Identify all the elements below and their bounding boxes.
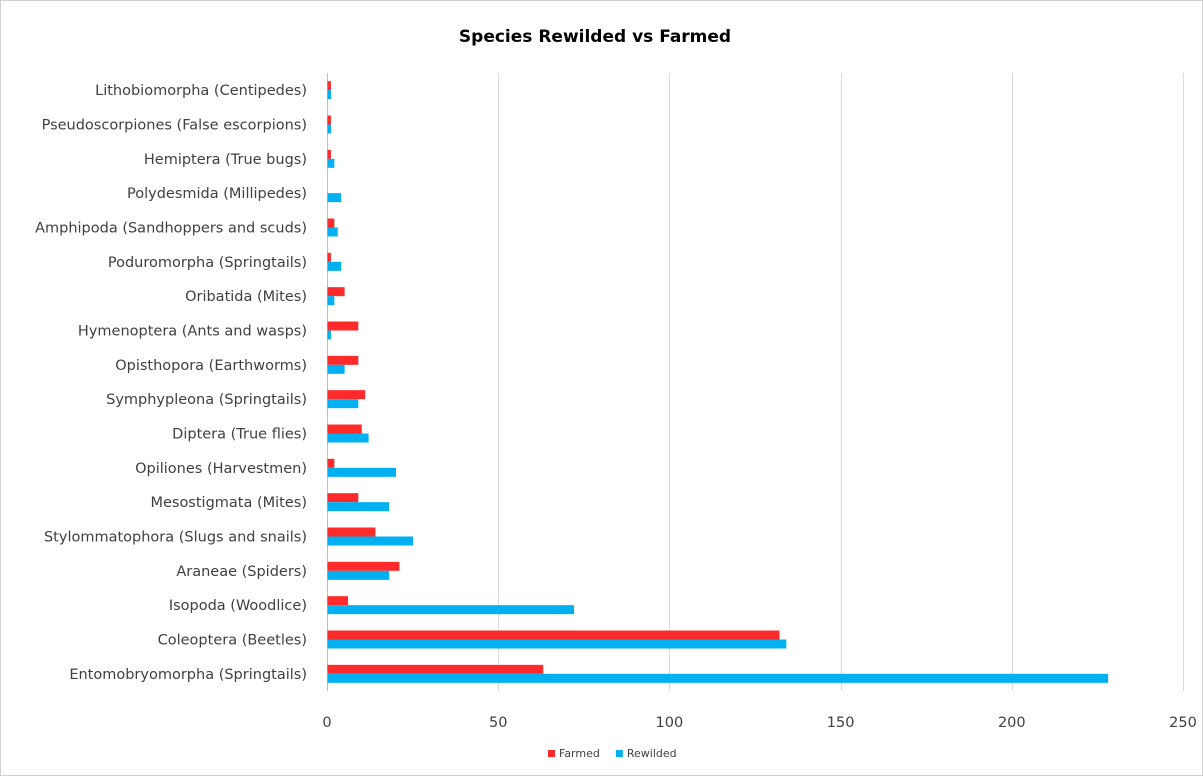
bar-farmed: [327, 218, 335, 228]
category-label: Oribatida (Mites): [185, 289, 307, 305]
category-label: Opisthopora (Earthworms): [115, 358, 307, 374]
x-tick-label: 0: [322, 715, 331, 731]
bar-farmed: [327, 630, 780, 640]
legend: Farmed Rewilded: [548, 747, 677, 760]
category-label: Polydesmida (Millipedes): [127, 186, 307, 202]
bar-rewilded: [327, 467, 396, 477]
x-tick-label: 200: [998, 715, 1026, 731]
bar-rewilded: [327, 399, 359, 409]
bar-rewilded: [327, 673, 1109, 683]
category-label: Hemiptera (True bugs): [144, 152, 307, 168]
bar-farmed: [327, 493, 359, 503]
category-label: Hymenoptera (Ants and wasps): [78, 324, 307, 340]
legend-swatch-rewilded: [615, 750, 623, 757]
bar-rewilded: [327, 502, 390, 512]
category-label: Symphypleona (Springtails): [106, 392, 307, 408]
x-tick-label: 100: [656, 715, 684, 731]
bar-rewilded: [327, 639, 787, 649]
bar-farmed: [327, 527, 376, 537]
bar-farmed: [327, 115, 331, 125]
category-label: Isopoda (Woodlice): [169, 598, 307, 614]
bar-farmed: [327, 561, 400, 571]
category-label: Stylommatophora (Slugs and snails): [44, 530, 307, 546]
bar-farmed: [327, 252, 331, 262]
bar-rewilded: [327, 193, 342, 203]
bar-farmed: [327, 390, 366, 400]
bar-rewilded: [327, 570, 390, 580]
x-tick-label: 50: [489, 715, 507, 731]
category-label: Opiliones (Harvestmen): [135, 461, 307, 477]
category-label: Mesostigmata (Mites): [150, 495, 307, 511]
bar-rewilded: [327, 158, 335, 168]
bar-farmed: [327, 664, 544, 674]
category-label: Lithobiomorpha (Centipedes): [95, 83, 307, 99]
legend-label-rewilded: Rewilded: [627, 747, 677, 760]
bar-farmed: [327, 321, 359, 331]
category-label: Araneae (Spiders): [176, 564, 307, 580]
bar-farmed: [327, 424, 362, 434]
x-tick-label: 150: [827, 715, 855, 731]
category-label: Pseudoscorpiones (False escorpions): [42, 118, 307, 134]
bar-farmed: [327, 81, 331, 91]
bar-rewilded: [327, 296, 335, 306]
category-label: Coleoptera (Beetles): [158, 633, 307, 649]
bar-rewilded: [327, 227, 338, 237]
bar-farmed: [327, 458, 335, 468]
bar-rewilded: [327, 90, 331, 100]
x-tick-label: 250: [1169, 715, 1197, 731]
bar-farmed: [327, 355, 359, 365]
category-label: Entomobryomorpha (Springtails): [69, 667, 307, 683]
bar-rewilded: [327, 124, 331, 134]
category-label: Amphipoda (Sandhoppers and scuds): [35, 221, 307, 237]
legend-label-farmed: Farmed: [559, 747, 600, 760]
bars: [327, 81, 1109, 683]
bar-rewilded: [327, 330, 331, 340]
bar-farmed: [327, 287, 345, 297]
category-label: Diptera (True flies): [172, 427, 307, 443]
bar-rewilded: [327, 433, 369, 443]
bar-rewilded: [327, 364, 345, 374]
x-tick-labels: 0 50 100 150 200 250: [322, 715, 1196, 731]
gridlines: [327, 73, 1184, 691]
category-label: Poduromorpha (Springtails): [108, 255, 307, 271]
category-labels: Entomobryomorpha (Springtails) Coleoptera…: [35, 83, 307, 683]
chart-title: Species Rewilded vs Farmed: [459, 27, 731, 47]
bar-farmed: [327, 596, 349, 606]
bar-farmed: [327, 149, 331, 159]
bar-rewilded: [327, 536, 414, 546]
legend-swatch-farmed: [548, 750, 555, 757]
bar-rewilded: [327, 605, 575, 615]
bar-rewilded: [327, 261, 342, 271]
